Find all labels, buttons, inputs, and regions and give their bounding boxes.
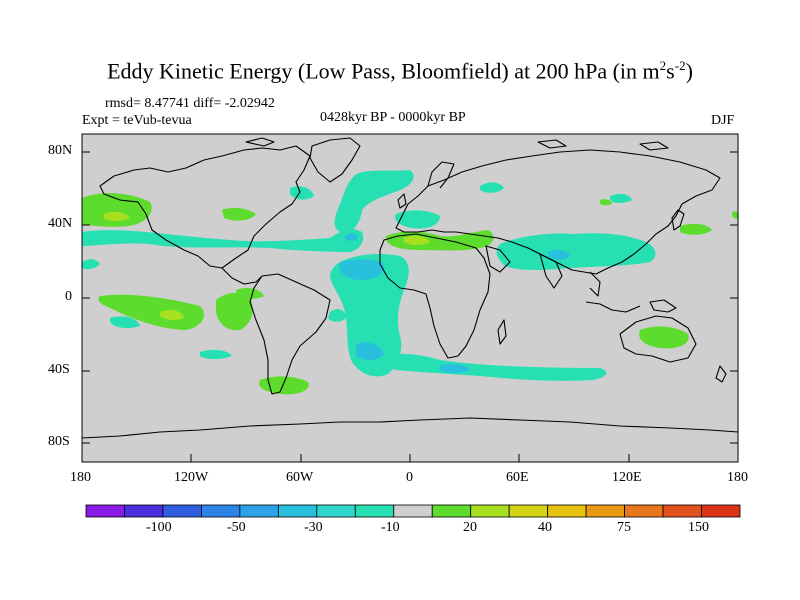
coastlines: [82, 137, 738, 439]
lon-tick-label: 120E: [612, 470, 642, 485]
colorbar-label: -100: [146, 520, 172, 535]
colorbar-box: [470, 504, 510, 518]
lon-tick-label: 0: [406, 470, 413, 485]
colorbar-box: [662, 504, 702, 518]
lat-tick-label: 40N: [48, 216, 73, 231]
positive-anomaly-mid: [104, 211, 430, 321]
experiment-label: Expt = teVub-tevua: [82, 113, 192, 128]
colorbar-label: -50: [227, 520, 246, 535]
negative-anomaly-regions: [82, 170, 656, 381]
lon-tick-label: 120W: [174, 470, 209, 485]
season-label: DJF: [711, 113, 735, 128]
lat-tick-label: 80S: [48, 434, 70, 449]
colorbar-label: -10: [381, 520, 400, 535]
colorbar-box: [354, 504, 395, 518]
lon-tick-label: 180: [70, 470, 91, 485]
lon-tick-label: 180: [727, 470, 748, 485]
map-background: [82, 134, 738, 462]
lat-tick-label: 0: [65, 289, 72, 304]
lon-tick-label: 60W: [286, 470, 314, 485]
colorbar-label: 20: [463, 520, 477, 535]
colorbar-box: [701, 504, 741, 518]
colorbar-box: [508, 504, 549, 518]
colorbar-box: [316, 504, 356, 518]
colorbar-box: [393, 504, 433, 518]
colorbar-box: [277, 504, 318, 518]
anomaly-fields: [82, 137, 738, 439]
stats-label: rmsd= 8.47741 diff= -2.02942: [105, 96, 275, 111]
colorbar-box: [201, 504, 241, 518]
lon-tick-label: 60E: [506, 470, 529, 485]
lat-tick-label: 80N: [48, 143, 73, 158]
colorbar-label: 150: [688, 520, 709, 535]
colorbar-box: [624, 504, 664, 518]
negative-anomaly-mid: [339, 233, 570, 373]
colorbar-label: 40: [538, 520, 552, 535]
colorbar-box: [124, 504, 164, 518]
colorbar: [85, 504, 741, 518]
colorbar-label: 75: [617, 520, 631, 535]
chart-title: Eddy Kinetic Energy (Low Pass, Bloomfiel…: [107, 58, 693, 84]
colorbar-box: [547, 504, 587, 518]
axis-tick-marks: [81, 151, 739, 462]
period-label: 0428kyr BP - 0000kyr BP: [320, 110, 466, 125]
colorbar-box: [585, 504, 625, 518]
positive-anomaly-regions: [82, 193, 738, 395]
colorbar-box: [239, 504, 279, 518]
colorbar-label: -30: [304, 520, 323, 535]
colorbar-box: [431, 504, 472, 518]
colorbar-box: [162, 504, 202, 518]
lat-tick-label: 40S: [48, 362, 70, 377]
colorbar-box: [85, 504, 125, 518]
